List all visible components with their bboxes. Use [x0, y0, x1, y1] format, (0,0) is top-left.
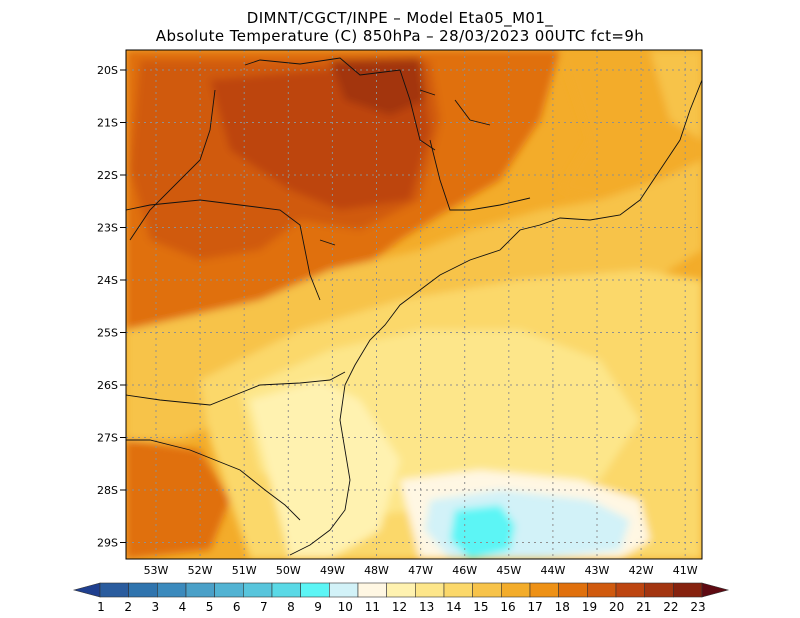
lat-label: 22S	[97, 169, 118, 182]
colorbar-label: 23	[690, 600, 705, 614]
field-band-10	[450, 505, 515, 559]
lat-label: 27S	[97, 432, 118, 445]
colorbar-segment	[615, 582, 645, 598]
lat-label: 21S	[97, 117, 118, 130]
colorbar-segment	[329, 582, 359, 598]
field-band-east-16	[650, 50, 702, 140]
colorbar-label: 15	[473, 600, 488, 614]
coastline	[289, 79, 702, 556]
colorbar-segment	[701, 582, 730, 598]
colorbar-segment	[243, 582, 273, 598]
colorbar-label: 16	[500, 600, 515, 614]
border-sp-mg	[429, 139, 531, 211]
colorbar-label: 17	[528, 600, 543, 614]
colorbar-label: 11	[365, 600, 380, 614]
colorbar-segment	[357, 582, 387, 598]
colorbar-label: 6	[233, 600, 241, 614]
colorbar-label: 10	[338, 600, 353, 614]
colorbar-segment	[501, 582, 531, 598]
colorbar-segment	[443, 582, 473, 598]
field-band-13	[250, 380, 400, 559]
colorbar-segment	[185, 582, 215, 598]
lat-label: 26S	[97, 379, 118, 392]
lon-label: 42W	[629, 564, 654, 577]
colorbar-label: 13	[419, 600, 434, 614]
colorbar-label: 18	[555, 600, 570, 614]
map-frame	[125, 49, 703, 560]
colorbar-label: 7	[260, 600, 268, 614]
lon-label: 47W	[408, 564, 433, 577]
lat-label: 23S	[97, 222, 118, 235]
colorbar-label: 2	[124, 600, 132, 614]
lon-label: 51W	[232, 564, 257, 577]
colorbar-segment	[99, 582, 129, 598]
grid-lines	[126, 50, 702, 559]
temperature-field	[126, 50, 702, 559]
border-ms	[129, 89, 216, 241]
colorbar-label: 1	[97, 600, 105, 614]
colorbar-label: 20	[609, 600, 624, 614]
lon-label: 49W	[320, 564, 345, 577]
border-north	[244, 57, 436, 151]
colorbar-label: 9	[314, 600, 322, 614]
lon-label: 43W	[585, 564, 610, 577]
colorbar-segment	[529, 582, 559, 598]
colorbar-segment	[472, 582, 502, 598]
colorbar-segment	[128, 582, 158, 598]
lon-label: 48W	[364, 564, 389, 577]
lon-label: 53W	[144, 564, 169, 577]
border-pr-sc	[126, 371, 346, 406]
colorbar-label: 8	[287, 600, 295, 614]
colorbar-segment	[386, 582, 416, 598]
colorbar-label: 21	[636, 600, 651, 614]
colorbar-segment	[157, 582, 187, 598]
chart-title-line2: Absolute Temperature (C) 850hPa – 28/03/…	[155, 27, 645, 45]
colorbar-label: 14	[446, 600, 461, 614]
colorbar-label: 22	[663, 600, 678, 614]
colorbar-label: 3	[151, 600, 159, 614]
lon-label: 41W	[673, 564, 698, 577]
colorbar-segment	[214, 582, 244, 598]
colorbar-segment	[72, 582, 101, 598]
chart-title-line1: DIMNT/CGCT/INPE – Model Eta05_M01_	[246, 9, 554, 27]
lon-label: 44W	[540, 564, 565, 577]
colorbar-label: 4	[179, 600, 187, 614]
lat-label: 20S	[97, 64, 118, 77]
coastline-borders	[126, 57, 702, 556]
latitude-labels: 20S 21S 22S 23S 24S 25S 26S 27S 28S 29S	[97, 64, 126, 550]
lon-label: 46W	[452, 564, 477, 577]
lat-label: 25S	[97, 327, 118, 340]
colorbar-segment	[587, 582, 617, 598]
lat-label: 24S	[97, 274, 118, 287]
colorbar-segment	[415, 582, 445, 598]
lon-label: 52W	[188, 564, 213, 577]
field-band-21	[330, 58, 425, 115]
border-pr-ms	[126, 199, 321, 301]
reservoirs	[319, 89, 491, 246]
lat-label: 28S	[97, 484, 118, 497]
colorbar-segment	[558, 582, 588, 598]
colorbar-label: 5	[206, 600, 214, 614]
border-sc-rs	[126, 439, 301, 521]
colorbar-label: 12	[392, 600, 407, 614]
colorbar-segment	[673, 582, 703, 598]
longitude-labels: 53W 52W 51W 50W 49W 48W 47W 46W 45W 44W 43W 42W 41W	[144, 564, 698, 577]
field-band-sw-18	[126, 440, 230, 559]
colorbar-label: 19	[582, 600, 597, 614]
colorbar-segment	[300, 582, 330, 598]
colorbar-segment	[271, 582, 301, 598]
colorbar: 1 2 3 4 5 6 7 8 9 10 11 12 13 14 15 16 17 18 19 20 21 22 23	[72, 582, 730, 614]
colorbar-segment	[644, 582, 674, 598]
lon-label: 50W	[276, 564, 301, 577]
lon-label: 45W	[496, 564, 521, 577]
lat-label: 29S	[97, 537, 118, 550]
